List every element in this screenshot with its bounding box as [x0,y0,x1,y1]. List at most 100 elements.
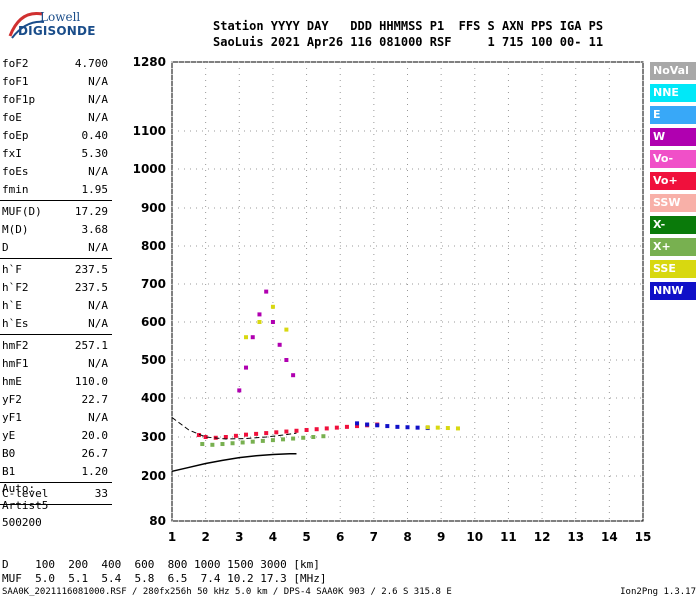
param-value: 0.40 [81,129,109,142]
echo-point [257,320,262,324]
legend-item-sse: SSE [650,260,696,278]
param-value: 237.5 [74,281,108,294]
legend-item-e: E [650,106,696,124]
x-tick-label: 9 [437,530,445,544]
y-tick-label: 1100 [133,124,166,138]
param-name: fmin [2,183,29,196]
legend-item-xm: X- [650,216,696,234]
x-tick-label: 15 [635,530,652,544]
param-row: yF1 N/A [0,409,112,427]
legend-item-ssw: SSW [650,194,696,212]
param-row: hmE 110.0 [0,373,112,391]
param-row: hmF1 N/A [0,355,112,373]
param-name: B1 [2,465,16,478]
param-name: hmF1 [2,357,29,370]
x-tick-label: 5 [302,530,310,544]
echo-point [264,431,269,436]
echo-point [291,436,296,441]
param-row: foEs N/A [0,163,112,181]
echo-point [196,433,201,438]
muf-row: MUF 5.0 5.1 5.4 5.8 6.5 7.4 10.2 17.3 [M… [2,572,327,585]
param-value: N/A [88,357,108,370]
x-tick-label: 3 [235,530,243,544]
auto-label: Auto: [2,482,36,495]
param-name: B0 [2,447,16,460]
echo-point [230,441,235,446]
echo-point [435,425,440,430]
y-tick-label: 600 [141,315,166,329]
param-row: foE N/A [0,109,112,127]
echo-point [425,425,430,430]
echo-point [270,304,275,309]
x-tick-label: 13 [567,530,584,544]
param-name: foE [2,111,22,124]
param-row: foEp 0.40 [0,127,112,145]
param-name: hmF2 [2,339,29,352]
echo-point [284,358,289,362]
echo-point [344,424,349,429]
x-tick-label: 10 [466,530,483,544]
echo-point [455,426,460,431]
y-tick-label: 500 [141,353,166,367]
echo-point [395,424,400,429]
param-value: 5.30 [81,147,109,160]
param-name: foEs [2,165,29,178]
echo-point [220,442,225,447]
auto-version: 500200 [2,516,42,529]
muf-distance-table: D 100 200 400 600 800 1000 1500 3000 [km… [2,558,327,586]
legend-item-vop: Vo+ [650,172,696,190]
header-labels: Station YYYY DAY DDD HHMMSS P1 FFS S AXN… [213,19,604,33]
echo-point [365,422,370,427]
echo-point [257,312,262,317]
param-value: 1.20 [81,465,109,478]
param-value: N/A [88,165,108,178]
param-value: N/A [88,317,108,330]
param-value: 110.0 [74,375,108,388]
param-value: N/A [88,75,108,88]
x-tick-label: 11 [500,530,517,544]
echo-point [355,424,360,429]
x-tick-label: 7 [370,530,378,544]
param-name: yF2 [2,393,22,406]
echo-point [314,427,319,432]
param-row: h`F 237.5 [0,261,112,279]
param-value: 4.700 [74,57,108,70]
param-row: foF1 N/A [0,73,112,91]
param-name: yF1 [2,411,22,424]
echo-point [294,428,299,433]
param-value: 237.5 [74,263,108,276]
echo-point [210,442,215,447]
legend-item-nne: NNE [650,84,696,102]
x-tick-label: 1 [168,530,176,544]
param-separator [0,334,112,335]
echo-point [281,437,286,442]
param-name: hmE [2,375,22,388]
param-row: B0 26.7 [0,445,112,463]
param-row: yE 20.0 [0,427,112,445]
param-name: foEp [2,129,29,142]
param-row: fmin 1.95 [0,181,112,199]
param-value: 33 [94,487,108,500]
auto-software: Artist5 [2,499,49,512]
echo-point [385,424,390,429]
logo-line2: DIGISONDE [18,24,96,38]
echo-point [270,438,275,443]
param-separator [0,482,112,483]
param-row: B1 1.20 [0,463,112,481]
legend-item-noval: NoVal [650,62,696,80]
echo-point [254,431,259,436]
param-name: h`E [2,299,22,312]
param-name: h`F [2,263,22,276]
param-name: foF2 [2,57,29,70]
param-row: M(D) 3.68 [0,221,112,239]
echo-point [324,426,329,431]
version-label: Ion2Png 1.3.17 [620,587,696,597]
param-value: N/A [88,299,108,312]
echo-point [203,435,208,439]
param-name: D [2,241,9,254]
echo-point [244,432,249,437]
echo-point [250,335,255,340]
logo-line1: Lowell [40,10,81,24]
x-tick-label: 6 [336,530,344,544]
param-row: yF2 22.7 [0,391,112,409]
